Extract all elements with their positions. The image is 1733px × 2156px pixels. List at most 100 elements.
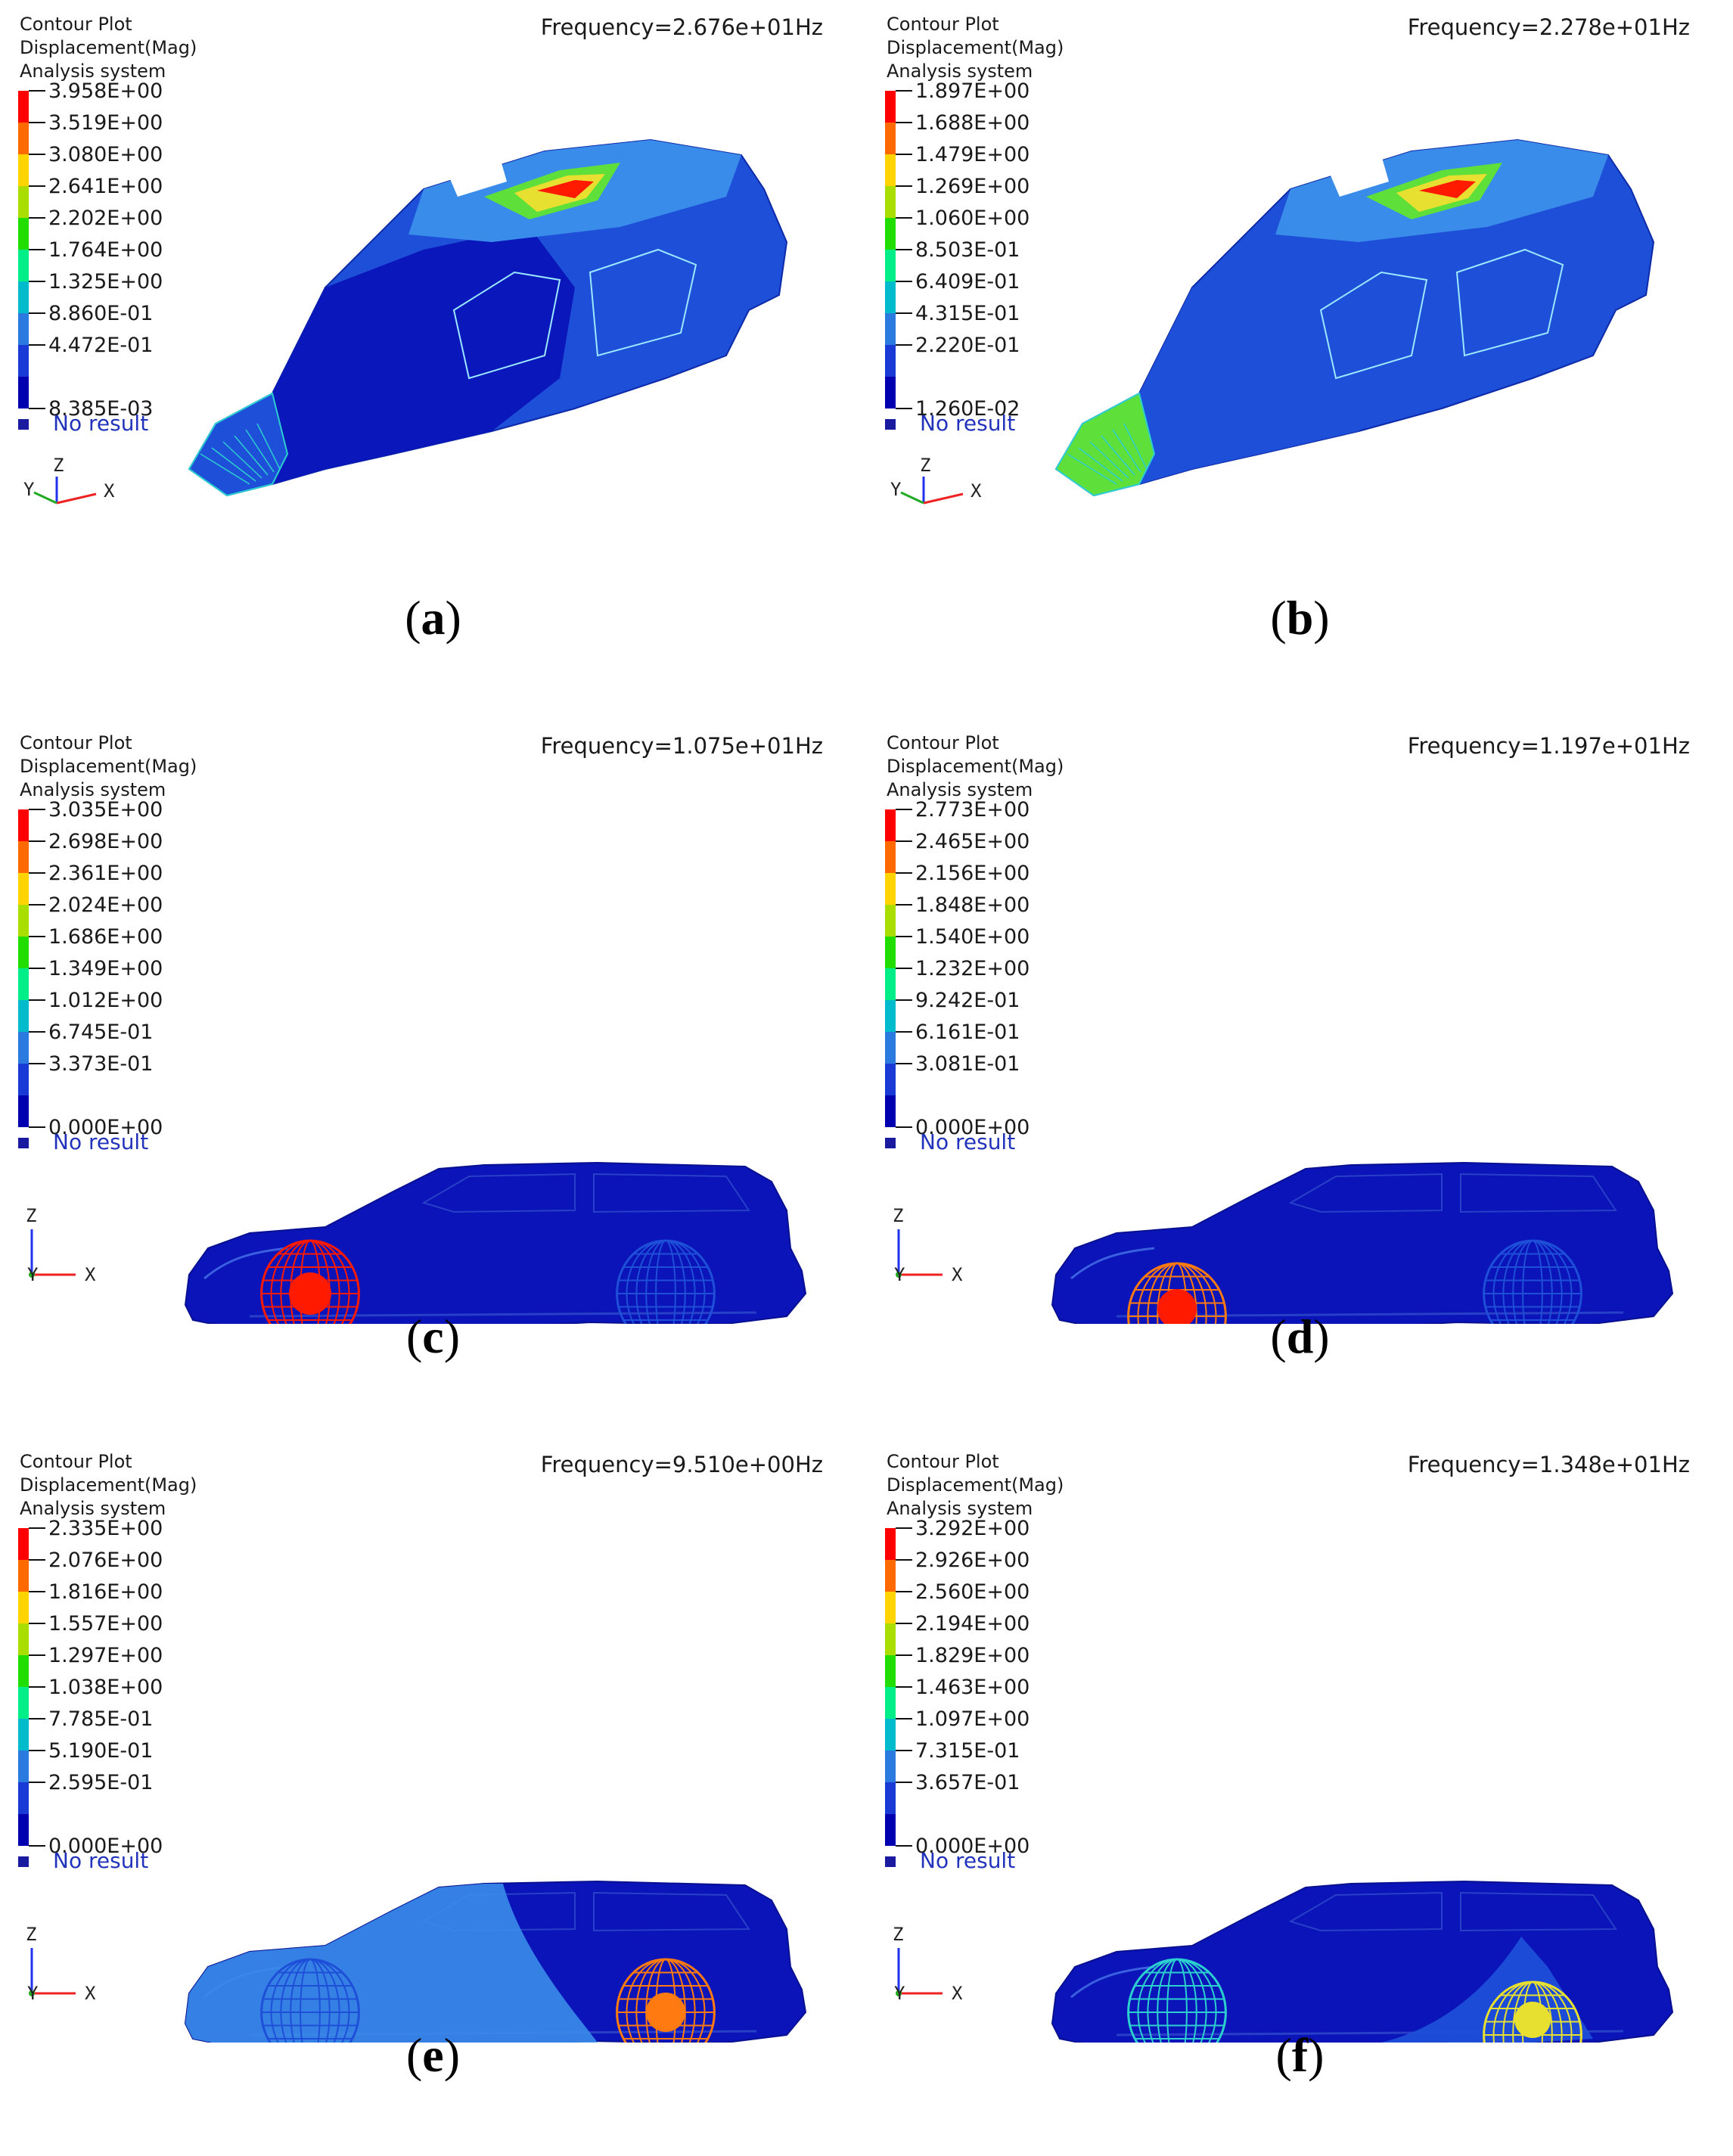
plot-title-line: Displacement(Mag) [20,1474,197,1496]
no-result-label: No result [53,1129,148,1154]
front-mesh [1067,453,1117,485]
front-mesh [1123,423,1148,470]
plot-title-line: Displacement(Mag) [20,756,197,777]
legend-value: 7.785E-01 [48,1707,153,1731]
legend-value: 6.745E-01 [48,1021,153,1044]
legend-value: 1.297E+00 [48,1644,163,1667]
front-mesh [222,441,262,479]
front-mesh [256,423,281,470]
legend-swatch [885,1623,896,1655]
z-axis-label: Z [26,1924,36,1945]
panel-f: Contour Plot Displacement(Mag) Analysis sy… [867,1437,1733,2156]
door-opening [452,271,561,380]
y-axis [896,1272,902,1278]
sunroof-opening [446,155,507,197]
no-result-swatch [885,1856,896,1867]
frequency-label: Frequency=1.348e+01Hz [1408,1452,1690,1477]
legend-value: 1.829E+00 [915,1644,1030,1667]
legend-swatch [18,1064,29,1095]
legend-value: 1.012E+00 [48,989,163,1012]
plot-title-line: Contour Plot [20,732,132,753]
wheel-hub [289,1272,331,1315]
legend-value: 4.315E-01 [915,302,1020,325]
front-mesh [200,453,250,485]
legend-swatch [885,1592,896,1623]
model-view [1051,1161,1674,1324]
plot-title-line: Displacement(Mag) [20,37,197,58]
y-axis-label: Y [27,1264,39,1285]
panel-d: Contour Plot Displacement(Mag) Analysis sy… [867,719,1733,1437]
frequency-label: Frequency=1.075e+01Hz [541,733,823,759]
legend-value: 2.202E+00 [48,207,163,230]
y-axis [29,1990,35,1996]
legend-swatch [885,377,896,409]
window-outline [1288,1173,1443,1213]
legend-value: 0.000E+00 [48,1834,163,1858]
legend-swatch [885,1719,896,1751]
legend-value: 1.325E+00 [48,270,163,294]
legend-value: 2.156E+00 [915,862,1030,885]
legend-swatch [885,1814,896,1846]
legend-swatch [18,968,29,1000]
legend-swatch [18,1560,29,1592]
rear-wheel-mesh [616,1239,716,1324]
axis-triad: Z X Y [893,1924,963,2004]
legend-swatch [18,313,29,345]
panel-caption: (d) [1270,1309,1330,1363]
door-opening [1455,248,1564,357]
legend-value: 1.816E+00 [48,1580,163,1604]
legend-value: 3.657E-01 [915,1771,1020,1794]
model-view [188,138,788,497]
legend-swatch [885,186,896,218]
x-axis-label: X [971,480,982,502]
no-result-swatch [885,1138,896,1148]
axis-triad: Z X Y [26,1924,96,2004]
legend-swatch [885,1560,896,1592]
plot-title-line: Contour Plot [887,1451,999,1472]
plot-title-line: Analysis system [887,779,1033,800]
panel-b: Contour Plot Displacement(Mag) Analysis sy… [867,0,1733,719]
wheel-hub [646,1993,685,2032]
legend-value: 3.519E+00 [48,111,163,135]
legend-swatch [18,345,29,377]
legend-swatch [885,1528,896,1560]
x-axis-label: X [952,1983,963,2004]
no-result-swatch [18,1138,29,1148]
front-mesh [211,447,256,482]
rear-wheel-mesh [1483,1239,1582,1324]
legend-value: 1.479E+00 [915,143,1030,166]
x-axis [56,492,97,505]
color-legend: 3.035E+00 2.698E+00 2.361E+00 2.024E+00 1.68… [18,798,163,1154]
color-legend: 3.292E+00 2.926E+00 2.560E+00 2.194E+00 1.82… [885,1517,1030,1873]
legend-value: 2.076E+00 [48,1549,163,1572]
legend-swatch [885,968,896,1000]
legend-value: 2.595E-01 [48,1771,153,1794]
legend-swatch [18,281,29,313]
front-wheel-mesh [1127,1958,1227,2043]
legend-value: 3.373E-01 [48,1052,153,1076]
axis-triad: Z X Y [26,1205,96,1285]
y-axis-label: Y [890,479,902,500]
frequency-label: Frequency=9.510e+00Hz [541,1452,823,1477]
window-outline [1460,1173,1617,1213]
panel-caption: (c) [405,1309,461,1363]
legend-swatch [885,1751,896,1782]
legend-value: 6.161E-01 [915,1021,1020,1044]
door-opening [589,248,697,357]
legend-swatch [18,1655,29,1687]
legend-swatch [18,186,29,218]
legend-value: 1.540E+00 [915,925,1030,949]
legend-swatch [18,218,29,250]
legend-value: 1.349E+00 [48,957,163,980]
legend-value: 3.035E+00 [48,798,163,822]
legend-swatch [18,250,29,281]
axis-triad: Z X Y [893,1205,963,1285]
legend-swatch [885,91,896,123]
legend-swatch [885,1095,896,1127]
no-result-swatch [18,1856,29,1867]
legend-swatch [18,873,29,905]
